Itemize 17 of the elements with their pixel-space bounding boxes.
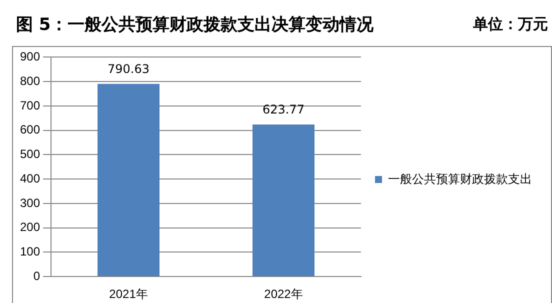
x-tick-label: 2021年 <box>109 287 148 302</box>
chart-title: 图 5：一般公共预算财政拨款支出决算变动情况 <box>16 14 374 36</box>
data-label: 623.77 <box>262 102 305 117</box>
y-tick-label: 800 <box>20 74 40 88</box>
y-tick-label: 900 <box>20 50 40 64</box>
y-tick-label: 300 <box>20 196 40 210</box>
y-tick-label: 200 <box>20 220 40 234</box>
legend-label: 一般公共预算财政拨款支出 <box>388 171 532 188</box>
y-tick-label: 400 <box>20 171 40 186</box>
data-label: 790.63 <box>108 62 150 76</box>
text: 单位：万元 <box>473 15 548 34</box>
x-tick-label: 2022年 <box>264 287 303 302</box>
y-tick-label: 700 <box>20 98 40 112</box>
y-tick-label: 500 <box>20 147 40 162</box>
y-tick-label: 100 <box>20 244 40 259</box>
y-tick-label: 600 <box>20 122 40 137</box>
y-tick-label: 0 <box>33 268 40 283</box>
